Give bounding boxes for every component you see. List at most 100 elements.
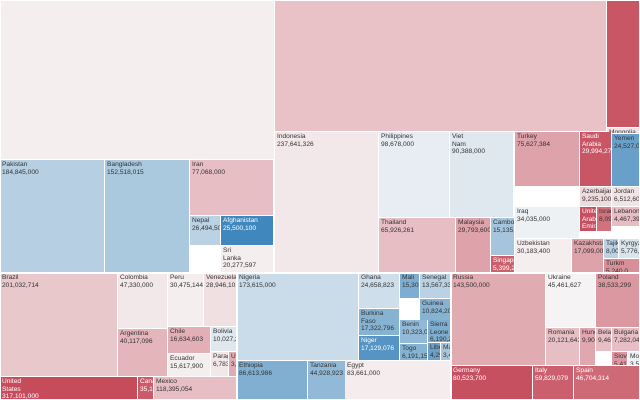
tile-hungary[interactable]: Hung 9,906 [580,328,596,366]
tile-ecuador[interactable]: Ecuador 15,617,900 [168,354,211,377]
tile-turkey[interactable]: Turkey 75,627,384 [515,132,580,187]
tile-label: Slova 5,413,3 [614,353,627,366]
tile-malaysia[interactable]: Malaysia 29,793,600 [456,218,491,273]
tile-label: Iran 77,068,000 [192,161,226,176]
tile-nepal[interactable]: Nepal 26,494,504 [190,216,221,246]
tile-slovakia[interactable]: Slova 5,413,3 [612,352,628,366]
tile-label: Chile 16,634,603 [170,328,204,343]
tile-iran[interactable]: Iran 77,068,000 [190,160,274,216]
tile-thailand[interactable]: Thailand 65,926,261 [379,218,456,273]
tile-saudi-arabia[interactable]: Saudi Arabia 29,994,272 [580,132,612,187]
tile-united-arab-emirates[interactable]: Unite Arab Emira 8,264 [580,207,597,232]
tile-label: Mali 15,302 [402,274,419,289]
tile-iraq[interactable]: Iraq 34,035,000 [515,207,580,239]
tile-viet-nam[interactable]: Viet Nam 90,388,000 [450,132,514,218]
tile-venezuela[interactable]: Venezuela 28,946,101 [204,273,237,327]
tile-label: Sierra Leone 6,190,28 [430,321,450,343]
tile-tajikistan[interactable]: Tajik 8,000, [604,239,619,259]
tile-egypt[interactable]: Egypt 83,661,000 [345,361,451,400]
tile-senegal[interactable]: Senegal 13,567,338 [420,273,451,299]
tile-india[interactable] [275,0,607,132]
tile-ethiopia[interactable]: Ethiopia 86,613,986 [237,361,308,400]
tile-label: Turkm 5,240,0 [606,260,628,273]
tile-philippines[interactable]: Philippines 98,678,000 [379,132,450,218]
tile-mauritania[interactable]: Ma 3,4 [441,343,451,361]
tile-kyrgyzstan[interactable]: Kyrgyz 5,776,5 [619,239,640,259]
tile-japan[interactable] [607,0,640,128]
tile-label: Hung 9,906 [582,329,595,344]
tile-israel[interactable]: Israe 8,092, [597,207,612,232]
tile-label: Burkina Faso 17,322,796 [361,310,395,333]
tile-guinea[interactable]: Guinea 10,824,200 [420,299,451,322]
tile-kazakhstan[interactable]: Kazakhstan 17,099,000 [572,239,604,273]
tile-label: Spain 46,704,314 [576,367,610,382]
tile-label: Kyrgyz 5,776,5 [621,240,640,255]
tile-label: Lebanon 4,467,39 [614,208,640,223]
tile-chile[interactable]: Chile 16,634,603 [168,327,211,354]
tile-label: Bulgaria 7,282,04 [614,329,640,344]
tile-afghanistan[interactable]: Afghanistan 25,500,100 [221,216,274,246]
tile-label: Parag 6,783,2 [213,353,229,368]
tile-lebanon[interactable]: Lebanon 4,467,39 [612,207,640,227]
tile-label: Argentina 40,117,096 [120,330,153,345]
tile-argentina[interactable]: Argentina 40,117,096 [118,329,168,377]
tile-colombia[interactable]: Colombia 47,330,000 [118,273,168,329]
tile-label: Unite Arab Emira 8,264 [582,208,597,231]
tile-label: Saudi Arabia 29,994,272 [582,133,612,156]
tile-label: Iraq 34,035,000 [517,208,551,223]
tile-label: Bela 9,467, [598,329,612,344]
tile-uzbekistan[interactable]: Uzbekistan 30,183,400 [515,239,572,273]
tile-label: Niger 17,129,076 [361,337,395,352]
tile-togo[interactable]: Togo 6,191,155 [400,344,428,361]
tile-united-states[interactable]: United States 317,101,000 [0,377,138,400]
tile-label: Romania 20,121,641 [548,329,580,344]
tile-paraguay[interactable]: Parag 6,783,2 [211,352,229,377]
tile-sierra-leone[interactable]: Sierra Leone 6,190,28 [428,320,451,343]
tile-jordan[interactable]: Jordan 6,512,60 [612,187,640,207]
tile-romania[interactable]: Romania 20,121,641 [546,328,580,366]
tile-bolivia[interactable]: Bolivia 10,027,2 [211,327,237,352]
tile-mexico[interactable]: Mexico 118,395,054 [154,377,237,400]
tile-benin[interactable]: Benin 10,323,0 [400,320,428,344]
tile-china[interactable] [0,0,275,160]
tile-brazil[interactable]: Brazil 201,032,714 [0,273,118,377]
tile-turkmenistan[interactable]: Turkm 5,240,0 [604,259,640,273]
tile-bulgaria[interactable]: Bulgaria 7,282,04 [612,328,640,352]
tile-cambodia[interactable]: Camboo 15,135,00 [491,218,515,256]
tile-italy[interactable]: Italy 59,829,079 [533,366,574,400]
tile-indonesia[interactable]: Indonesia 237,641,326 [275,132,379,273]
tile-pakistan[interactable]: Pakistan 184,845,000 [0,160,105,273]
tile-singapore[interactable]: Singapo 5,399,20 [491,256,515,273]
tile-azerbaijan[interactable]: Azerbaijan 9,235,100 [580,187,612,207]
tile-liberia[interactable]: Libe 4,29 [428,343,441,361]
tile-bangladesh[interactable]: Bangladesh 152,518,015 [105,160,190,273]
tile-label: Sri Lanka 20,277,597 [223,247,257,270]
tile-burkina-faso[interactable]: Burkina Faso 17,322,796 [359,309,400,336]
tile-mali[interactable]: Mali 15,302 [400,273,420,299]
tile-label: Guinea 10,824,200 [422,300,451,315]
tile-nigeria[interactable]: Nigeria 173,615,000 [237,273,359,361]
tile-label: Viet Nam 90,388,000 [452,133,486,156]
tile-label: Togo 6,191,155 [402,345,428,360]
tile-yemen[interactable]: Yemen 24,527,00 [612,134,640,187]
tile-moldova[interactable]: Mo 3,5 [628,352,640,366]
tile-germany[interactable]: Germany 80,523,700 [451,366,533,400]
tile-canada[interactable]: Cana 35,14 [138,377,154,400]
tile-peru[interactable]: Peru 30,475,144 [168,273,204,327]
tile-uruguay[interactable]: Ur 3, [229,352,237,377]
tile-poland[interactable]: Poland 38,533,299 [596,273,640,328]
tile-label: Israe 8,092, [599,208,612,223]
tile-label: Nigeria 173,615,000 [239,274,276,289]
tile-label: Bolivia 10,027,2 [213,328,237,343]
tile-label: Tanzania 44,928,923 [310,362,344,377]
tile-ghana[interactable]: Ghana 24,658,823 [359,273,400,309]
tile-sri-lanka[interactable]: Sri Lanka 20,277,597 [221,246,274,273]
tile-label: Italy 59,829,079 [535,367,569,382]
tile-russia[interactable]: Russia 143,500,000 [451,273,546,366]
tile-ukraine[interactable]: Ukraine 45,461,627 [546,273,596,328]
tile-niger[interactable]: Niger 17,129,076 [359,336,400,361]
tile-label: Afghanistan 25,500,100 [223,217,258,232]
tile-spain[interactable]: Spain 46,704,314 [574,366,640,400]
tile-belarus[interactable]: Bela 9,467, [596,328,612,352]
tile-label: Ukraine 45,461,627 [548,274,582,289]
